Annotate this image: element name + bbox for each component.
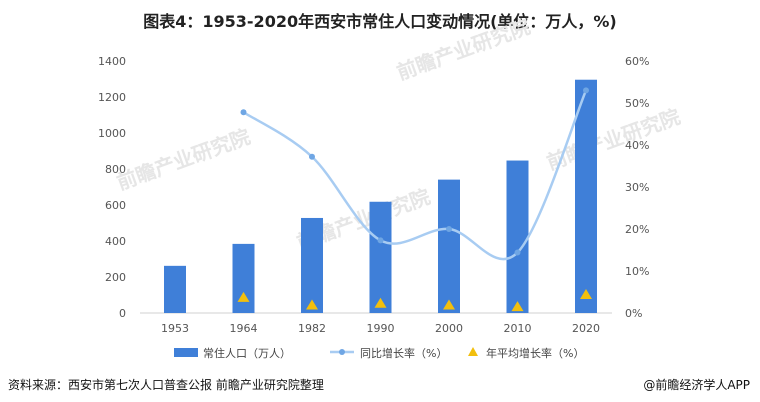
- x-tick-label: 2010: [504, 322, 532, 335]
- left-tick-label: 400: [105, 235, 126, 248]
- left-tick-label: 200: [105, 271, 126, 284]
- growth-point: [583, 87, 589, 93]
- right-tick-label: 20%: [625, 223, 649, 236]
- right-axis-ticks: 0% 10% 20% 30% 40% 50% 60%: [625, 55, 649, 320]
- legend-swatch-triangle: [468, 347, 478, 356]
- left-tick-label: 600: [105, 199, 126, 212]
- x-tick-label: 1990: [367, 322, 395, 335]
- brand-credit: @前瞻经济学人APP: [643, 376, 750, 393]
- growth-point: [515, 250, 521, 256]
- watermark-1: 前瞻产业研究院: [394, 14, 534, 84]
- growth-point: [446, 226, 452, 232]
- population-bar: [370, 202, 392, 313]
- right-tick-label: 0%: [625, 307, 642, 320]
- legend-label-line: 同比增长率（%）: [360, 346, 447, 360]
- watermark-group: 前瞻产业研究院 前瞻产业研究院 前瞻产业研究院 前瞻产业研究院: [114, 14, 684, 254]
- right-tick-label: 50%: [625, 97, 649, 110]
- left-tick-label: 1400: [98, 55, 126, 68]
- watermark-3: 前瞻产业研究院: [544, 104, 684, 174]
- avg-growth-markers: [238, 289, 593, 311]
- population-bar: [164, 266, 186, 313]
- x-tick-label: 2000: [435, 322, 463, 335]
- left-tick-label: 0: [119, 307, 126, 320]
- x-tick-label: 1953: [161, 322, 189, 335]
- population-bar: [233, 244, 255, 313]
- right-tick-label: 60%: [625, 55, 649, 68]
- bar-series: [164, 80, 597, 313]
- legend-swatch-bar: [174, 348, 198, 357]
- right-tick-label: 30%: [625, 181, 649, 194]
- legend-label-triangle: 年平均增长率（%）: [486, 346, 584, 360]
- growth-line-series: [241, 87, 590, 259]
- population-bar: [438, 180, 460, 313]
- legend: 常住人口（万人） 同比增长率（%） 年平均增长率（%）: [174, 346, 584, 360]
- watermark-2: 前瞻产业研究院: [114, 124, 254, 194]
- left-tick-label: 1200: [98, 91, 126, 104]
- population-bar: [575, 80, 597, 313]
- growth-point: [309, 154, 315, 160]
- right-tick-label: 10%: [625, 265, 649, 278]
- legend-label-bar: 常住人口（万人）: [203, 346, 291, 360]
- left-tick-label: 800: [105, 163, 126, 176]
- right-tick-label: 40%: [625, 139, 649, 152]
- x-tick-label: 1964: [230, 322, 258, 335]
- x-axis-ticks: 1953 1964 1982 1990 2000 2010 2020: [161, 322, 600, 335]
- left-tick-label: 1000: [98, 127, 126, 140]
- legend-swatch-line-dot: [339, 349, 345, 355]
- growth-point: [378, 237, 384, 243]
- population-bar: [507, 161, 529, 313]
- x-tick-label: 1982: [298, 322, 326, 335]
- population-bar: [301, 218, 323, 313]
- growth-point: [241, 109, 247, 115]
- source-note: 资料来源：西安市第七次人口普查公报 前瞻产业研究院整理: [8, 376, 324, 393]
- x-tick-label: 2020: [572, 322, 600, 335]
